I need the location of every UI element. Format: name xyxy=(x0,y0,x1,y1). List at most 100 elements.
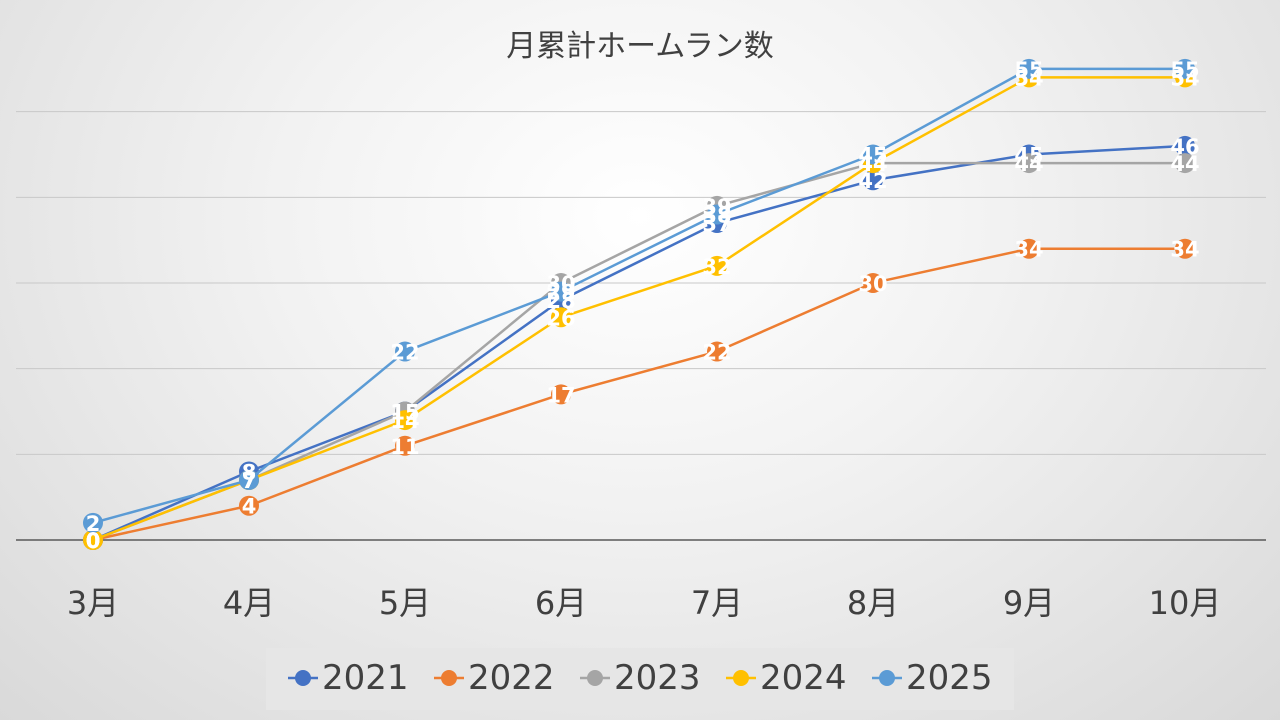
series-line-2022 xyxy=(92,247,1185,542)
data-point-2025[interactable] xyxy=(239,470,259,491)
data-label-2021: 15 xyxy=(390,401,419,425)
data-point-2024[interactable] xyxy=(551,307,571,328)
series-lines xyxy=(83,58,1195,550)
x-tick-label: 9月 xyxy=(1003,584,1055,622)
data-label-2025: 55 xyxy=(1170,58,1199,82)
data-label-2024: 14 xyxy=(390,409,419,433)
legend-label-2021: 2021 xyxy=(322,658,409,698)
data-point-2025[interactable] xyxy=(395,341,415,362)
data-label-2022: 34 xyxy=(1170,238,1199,262)
data-label-2025: 22 xyxy=(390,341,419,365)
data-label-2025: 38 xyxy=(702,203,731,227)
data-point-2024[interactable] xyxy=(707,255,727,276)
series-line-2025 xyxy=(92,67,1185,525)
chart-title: 月累計ホームラン数 xyxy=(506,29,774,64)
data-point-2022[interactable] xyxy=(551,384,571,405)
x-tick-label: 6月 xyxy=(535,584,587,622)
data-label-2021: 28 xyxy=(546,289,575,313)
data-point-2025[interactable] xyxy=(707,204,727,225)
data-label-2022: 0 xyxy=(86,529,101,553)
legend-item-2025[interactable]: 2025 xyxy=(872,658,993,698)
data-label-2024: 54 xyxy=(1170,66,1199,90)
data-label-2025: 7 xyxy=(242,469,257,493)
series-line-2021 xyxy=(92,144,1186,542)
data-label-2023: 44 xyxy=(858,152,887,176)
data-point-2022[interactable] xyxy=(239,495,259,516)
data-label-2024: 0 xyxy=(86,529,101,553)
data-label-2021: 37 xyxy=(702,212,731,236)
data-label-2025: 55 xyxy=(1014,58,1043,82)
data-label-2023: 15 xyxy=(390,401,419,425)
data-label-2024: 32 xyxy=(702,255,731,279)
gridlines xyxy=(16,111,1266,455)
data-label-2024: 26 xyxy=(546,306,575,330)
data-label-2025: 29 xyxy=(546,281,575,305)
data-label-2021: 45 xyxy=(1014,144,1043,168)
data-point-2025[interactable] xyxy=(83,512,103,533)
data-label-2022: 22 xyxy=(702,341,731,365)
data-label-2025: 2 xyxy=(86,512,101,536)
data-label-2024: 44 xyxy=(858,152,887,176)
data-point-2021[interactable] xyxy=(863,170,883,191)
legend-marker-2025 xyxy=(879,670,895,686)
data-point-2023[interactable] xyxy=(1019,153,1039,174)
data-label-2022: 4 xyxy=(242,495,257,519)
data-label-2022: 17 xyxy=(546,383,575,407)
data-label-2023: 7 xyxy=(242,469,257,493)
data-label-2023: 44 xyxy=(1170,152,1199,176)
legend-marker-2022 xyxy=(441,670,457,686)
x-tick-label: 10月 xyxy=(1149,584,1222,622)
data-label-2025: 45 xyxy=(858,144,887,168)
data-point-2024[interactable] xyxy=(83,530,103,550)
legend-label-2023: 2023 xyxy=(614,658,701,698)
legend-marker-2023 xyxy=(587,670,603,686)
data-point-2022[interactable] xyxy=(707,341,727,362)
data-label-2022: 30 xyxy=(858,272,887,296)
data-label-2021: 8 xyxy=(242,460,257,484)
data-point-2022[interactable] xyxy=(395,435,415,456)
series-line-2024 xyxy=(92,76,1185,542)
data-point-2025[interactable] xyxy=(1175,58,1195,79)
legend-marker-2024 xyxy=(733,670,749,686)
x-axis: 3月 4月 5月 6月 7月 8月 9月 10月 xyxy=(16,539,1266,622)
legend-item-2022[interactable]: 2022 xyxy=(434,658,555,698)
x-tick-label: 5月 xyxy=(379,584,431,622)
data-label-2021: 42 xyxy=(858,169,887,193)
data-point-2025[interactable] xyxy=(551,281,571,302)
data-point-2024[interactable] xyxy=(395,410,415,431)
x-tick-label: 7月 xyxy=(691,584,743,622)
data-label-2023: 30 xyxy=(546,272,575,296)
data-label-2022: 11 xyxy=(390,435,419,459)
legend-marker-2021 xyxy=(295,670,311,686)
legend-item-2023[interactable]: 2023 xyxy=(580,658,701,698)
data-point-2022[interactable] xyxy=(863,273,883,293)
data-point-2022[interactable] xyxy=(1019,238,1039,259)
legend-label-2022: 2022 xyxy=(468,658,555,698)
x-tick-label: 8月 xyxy=(847,584,899,622)
data-label-2022: 34 xyxy=(1014,238,1043,262)
series-2025 xyxy=(83,58,1195,533)
x-tick-label: 3月 xyxy=(67,584,119,622)
x-tick-label: 4月 xyxy=(223,584,275,622)
series-line-2023 xyxy=(92,161,1185,542)
legend-item-2021[interactable]: 2021 xyxy=(288,658,409,698)
legend-label-2024: 2024 xyxy=(760,658,847,698)
legend-label-2025: 2025 xyxy=(906,658,993,698)
data-label-2023: 39 xyxy=(702,195,731,219)
data-point-2025[interactable] xyxy=(863,144,883,165)
data-label-2024: 54 xyxy=(1014,66,1043,90)
data-point-2022[interactable] xyxy=(1175,238,1195,259)
legend-item-2024[interactable]: 2024 xyxy=(726,658,847,698)
data-label-2023: 0 xyxy=(86,529,101,553)
data-label-2021: 46 xyxy=(1170,135,1199,159)
data-point-2023[interactable] xyxy=(1175,153,1195,174)
data-point-2021[interactable] xyxy=(1175,135,1195,156)
legend[interactable]: 2021 2022 2023 2024 2025 xyxy=(266,648,1014,710)
data-label-2024: 7 xyxy=(242,469,257,493)
data-point-2025[interactable] xyxy=(1019,58,1039,79)
data-label-2021: 0 xyxy=(86,529,101,553)
data-label-2023: 44 xyxy=(1014,152,1043,176)
